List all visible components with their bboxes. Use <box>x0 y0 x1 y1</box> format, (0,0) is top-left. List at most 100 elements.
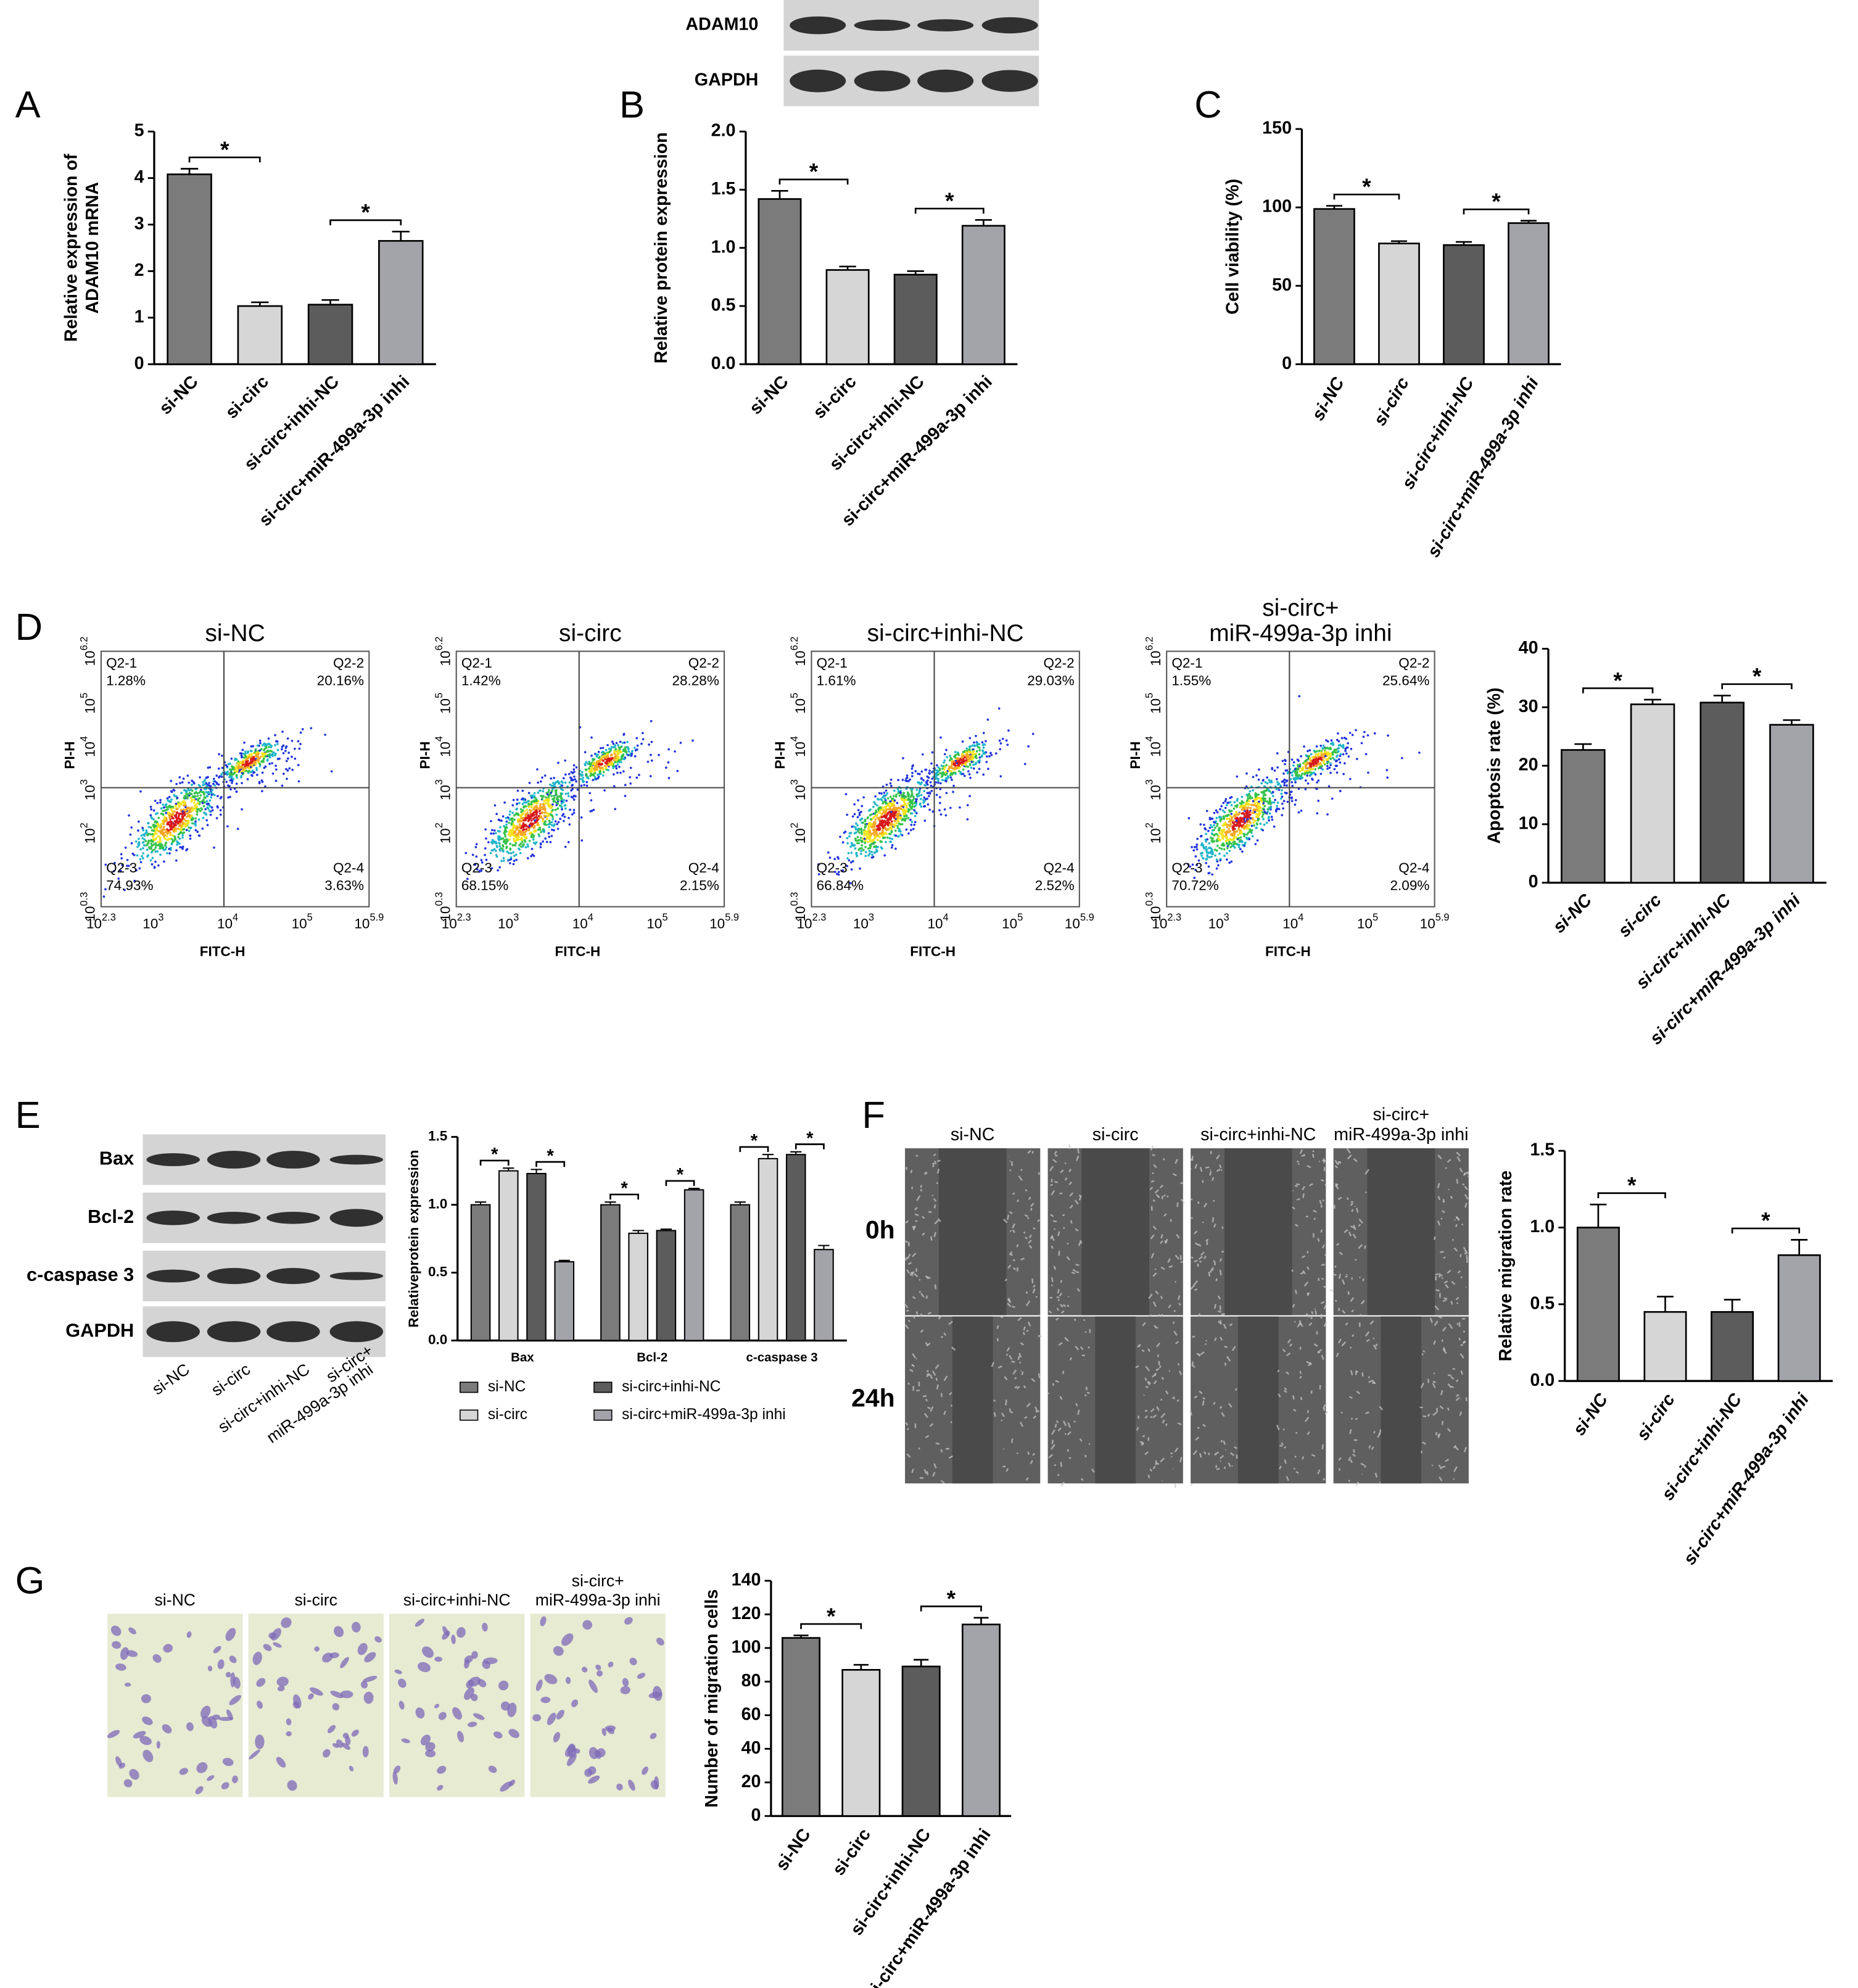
flow-dot <box>1245 813 1248 815</box>
flow-dot <box>221 755 223 757</box>
flow-dot <box>874 832 877 834</box>
flow-dot <box>885 807 887 810</box>
flow-dot <box>1338 744 1340 747</box>
flow-dot <box>519 814 521 817</box>
flow-dot <box>1361 742 1363 745</box>
flow-dot <box>986 755 988 758</box>
flow-dot <box>1220 829 1223 831</box>
flow-dot <box>542 840 544 843</box>
flow-dot <box>1263 824 1266 826</box>
flow-dot <box>178 806 180 808</box>
flow-dot <box>611 754 613 756</box>
flow-dot <box>593 758 596 761</box>
flow-tick-label: 100.3 <box>789 892 808 922</box>
flow-dot <box>1252 835 1254 837</box>
flow-dot <box>150 816 152 819</box>
flow-dot <box>885 821 887 824</box>
flow-dot <box>210 814 212 816</box>
flow-dot <box>957 764 960 766</box>
flow-dot <box>1266 812 1268 814</box>
flow-dot <box>859 814 861 816</box>
flow-dot <box>299 748 301 750</box>
flow-dot <box>189 808 192 810</box>
flow-dot <box>1244 818 1246 820</box>
flow-dot <box>674 750 676 753</box>
flow-dot <box>490 852 492 855</box>
flow-dot <box>1216 811 1219 814</box>
tick-exponent: 6.2 <box>79 637 90 651</box>
flow-tick-label: 105.9 <box>1420 912 1450 931</box>
flow-dot <box>205 782 208 785</box>
flow-dot <box>1240 836 1242 839</box>
flow-dot <box>911 821 914 823</box>
flow-dot <box>175 803 178 805</box>
flow-dot <box>886 792 888 795</box>
flow-dot <box>513 844 516 847</box>
flow-dot <box>213 847 215 849</box>
flow-dot <box>220 809 222 811</box>
flow-dot <box>1308 755 1310 758</box>
flow-dot <box>548 805 550 808</box>
flow-dot <box>1248 820 1250 822</box>
tick-exponent: 5 <box>789 693 800 698</box>
flow-dot <box>1226 836 1228 839</box>
flow-dot <box>261 790 263 792</box>
flow-dot <box>885 812 887 814</box>
flow-dot <box>1310 771 1312 774</box>
flow-dot <box>900 808 902 810</box>
flow-dot <box>150 826 152 829</box>
flow-dot <box>915 798 917 801</box>
flow-dot <box>1243 805 1245 807</box>
flow-dot <box>861 844 863 847</box>
flow-dot <box>493 840 495 843</box>
flow-dot <box>949 755 951 757</box>
flow-dot <box>1220 818 1223 820</box>
flow-dot <box>965 761 967 763</box>
flow-dot <box>910 802 912 805</box>
flow-dot <box>1260 822 1262 825</box>
flow-dot <box>174 827 176 830</box>
flow-dot <box>503 801 506 804</box>
flow-dot <box>513 814 516 817</box>
tick-base: 10 <box>646 916 662 931</box>
blot-row-label: Bcl-2 <box>88 1206 134 1227</box>
flow-dot <box>1280 797 1282 800</box>
tick-exponent: 3 <box>79 779 90 785</box>
flow-dot <box>614 757 617 760</box>
flow-dot <box>536 802 539 805</box>
flow-dot <box>591 769 593 772</box>
flow-dot <box>967 804 969 806</box>
flow-dot <box>204 808 207 811</box>
tick-base: 10 <box>1148 828 1163 843</box>
flow-dot <box>859 847 861 850</box>
flow-dot <box>503 859 505 862</box>
quadrant-label: 29.03% <box>1027 673 1074 689</box>
flow-dot <box>1248 824 1250 827</box>
tick-exponent: 5 <box>434 693 445 698</box>
flow-dot <box>511 804 514 806</box>
flow-dot <box>877 798 880 801</box>
flow-tick-label: 105 <box>292 912 313 931</box>
flow-dot <box>927 779 929 782</box>
flow-dot <box>202 781 204 784</box>
flow-dot <box>862 796 865 798</box>
flow-dot <box>512 827 514 830</box>
flow-dot <box>1256 797 1258 800</box>
flow-dot <box>878 832 881 835</box>
cell <box>1076 1264 1080 1265</box>
flow-dot <box>252 745 254 748</box>
flow-dot <box>209 805 212 808</box>
flow-dot <box>1326 768 1329 770</box>
flow-dot <box>858 832 861 834</box>
flow-dot <box>497 830 500 832</box>
flow-dot <box>236 782 238 785</box>
flow-dot <box>976 771 978 774</box>
flow-dot <box>1226 824 1229 826</box>
flow-dot <box>958 767 960 769</box>
flow-dot <box>550 795 553 797</box>
flow-dot <box>535 816 538 819</box>
flow-dot <box>1230 823 1232 826</box>
flow-dot <box>1258 768 1260 771</box>
flow-dot <box>620 761 622 763</box>
flow-dot <box>1228 818 1230 820</box>
